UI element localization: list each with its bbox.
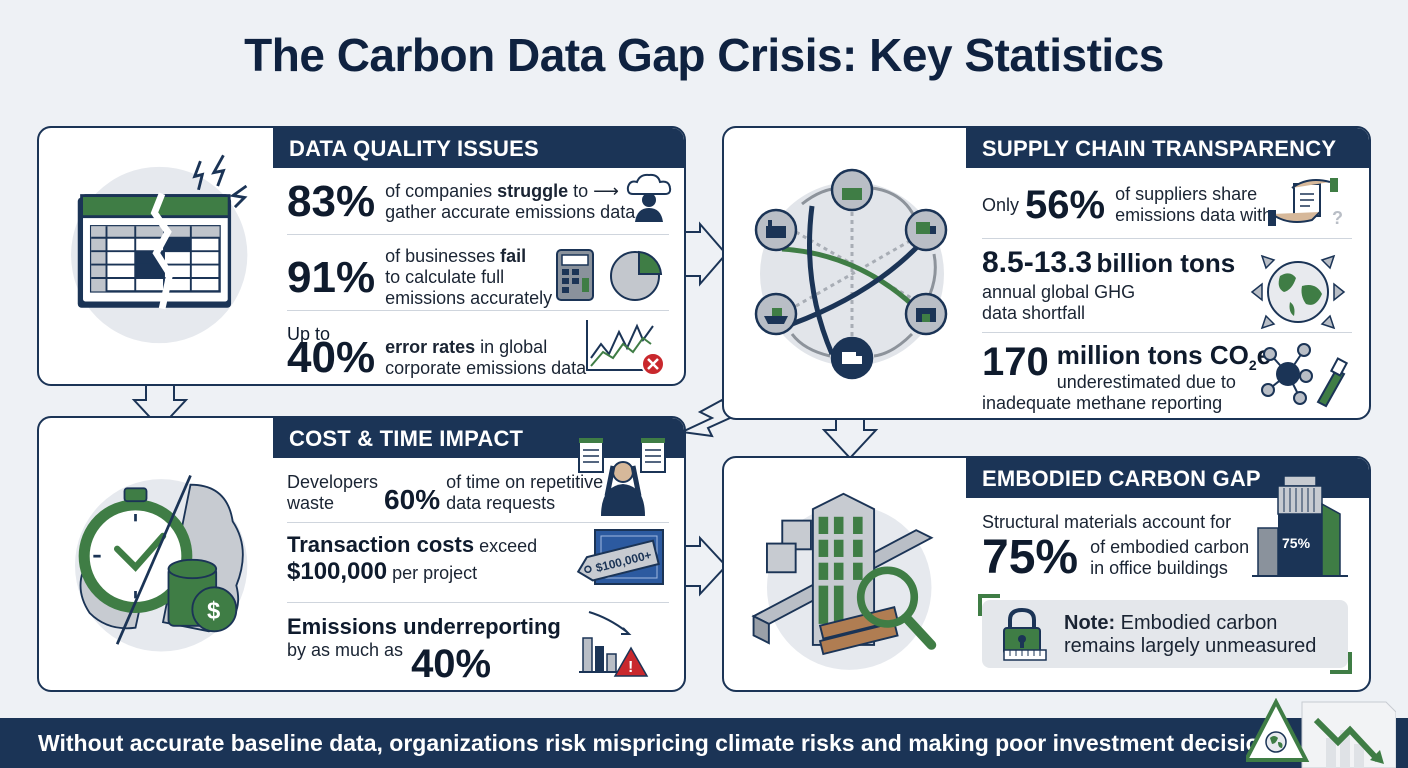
note-text: Note: Embodied carbon remains largely un… [1064, 612, 1317, 657]
broken-calculator-pie-icon [556, 249, 663, 301]
stat-unit: million tons CO2e [1056, 340, 1271, 374]
broken-spreadsheet-icon [71, 154, 248, 344]
stat-91-percent: 91% of businesses fail to calculate full… [287, 246, 552, 309]
stat-value: 60% [384, 484, 441, 515]
divider [287, 602, 669, 603]
building-materials-magnifier-icon [751, 492, 937, 670]
stat-transaction-costs: Transaction costs exceed $100,000 per pr… [287, 532, 538, 585]
stat-40-percent: 40% error rates in global corporate emis… [287, 336, 586, 380]
stat-prefix: Up to [287, 324, 331, 344]
declining-bars-warning-icon: ! [579, 611, 649, 677]
card-data-quality: DATA QUALITY ISSUES 83% of companies str… [37, 126, 686, 386]
stopwatch-coins-icon: $ [75, 474, 248, 652]
stat-value: $100,000 [287, 558, 388, 585]
divider [287, 234, 669, 235]
stat-description: of suppliers share emissions data with [1115, 184, 1273, 225]
supply-chain-network-icon [754, 168, 948, 380]
methane-molecule-icon [1261, 343, 1348, 408]
stat-60-percent: Developers waste 60% of time on repetiti… [287, 472, 604, 515]
stat-value: 91% [287, 252, 376, 302]
stat-value: 170 [982, 340, 1049, 384]
stressed-person-cloud-icon [626, 173, 672, 222]
svg-text:?: ? [1332, 208, 1343, 228]
error-chart-icon [586, 320, 665, 376]
divider [287, 522, 669, 523]
card-embodied-carbon: EMBODIED CARBON GAP Structural materials… [722, 456, 1371, 692]
stat-170-million: 170 million tons CO2e underestimated due… [982, 342, 1271, 414]
building-percent-icon: 75% [1252, 462, 1348, 577]
stat-description: inadequate methane reporting [982, 393, 1223, 414]
stat-value: 75% [982, 531, 1079, 584]
stat-description: of companies struggle to ⟶ gather accura… [385, 181, 636, 222]
svg-text:75%: 75% [1282, 535, 1311, 551]
card-header: SUPPLY CHAIN TRANSPARENCY [966, 128, 1369, 168]
divider [982, 332, 1352, 333]
card-cost-time: COST & TIME IMPACT $ Developers waste 60… [37, 416, 686, 692]
lock-tape-icon [1003, 607, 1047, 661]
stat-value: 83% [287, 177, 376, 226]
card-supply-chain: SUPPLY CHAIN TRANSPARENCY Only [722, 126, 1371, 420]
stat-description: annual global GHG data shortfall [982, 282, 1136, 323]
globe-arrows-icon [1250, 254, 1346, 330]
stat-description: of embodied carbon in office buildings [1090, 537, 1250, 578]
card-header: DATA QUALITY ISSUES [273, 128, 684, 168]
stat-value: 56% [1025, 183, 1106, 227]
stat-unit: billion tons [1096, 248, 1236, 278]
stat-description: of businesses fail to calculate full emi… [385, 246, 553, 308]
stat-56-percent: Only 56% of suppliers share emissions da… [982, 184, 1272, 226]
stat-value: 40% [411, 642, 492, 686]
corner-accent [978, 594, 1000, 616]
stat-lead: Structural materials account for [982, 512, 1232, 532]
frustrated-developer-icon [578, 437, 666, 516]
stat-83-percent: 83% of companies struggle to ⟶ gather ac… [287, 180, 635, 224]
stat-prefix: Only [982, 194, 1020, 215]
svg-text:$: $ [207, 598, 220, 625]
stat-value: 40% [287, 333, 376, 382]
svg-text:!: ! [628, 659, 633, 676]
note-box: Note: Embodied carbon remains largely un… [978, 594, 1352, 674]
stat-underreporting: Emissions underreporting by as much as 4… [287, 614, 561, 686]
card-header: COST & TIME IMPACT [273, 418, 684, 458]
footer-banner: Without accurate baseline data, organiza… [0, 718, 1408, 768]
globe-warning-decline-icon [1246, 698, 1396, 768]
corner-accent [1330, 652, 1352, 674]
handshake-document-icon: ? [1268, 178, 1343, 228]
divider [287, 310, 669, 311]
footer-text: Without accurate baseline data, organiza… [38, 730, 1293, 756]
price-tag-icon: $100,000+ [576, 529, 664, 585]
stat-value: 8.5-13.3 [982, 246, 1093, 279]
stat-75-percent: 75% of embodied carbon in office buildin… [982, 534, 1249, 582]
stat-billion-tons: 8.5-13.3 billion tons annual global GHG … [982, 248, 1235, 324]
stat-description: error rates in global corporate emission… [385, 337, 587, 378]
divider [982, 238, 1352, 239]
page-title: The Carbon Data Gap Crisis: Key Statisti… [244, 29, 1164, 81]
stat-description: of time on repetitive data requests [446, 472, 604, 513]
